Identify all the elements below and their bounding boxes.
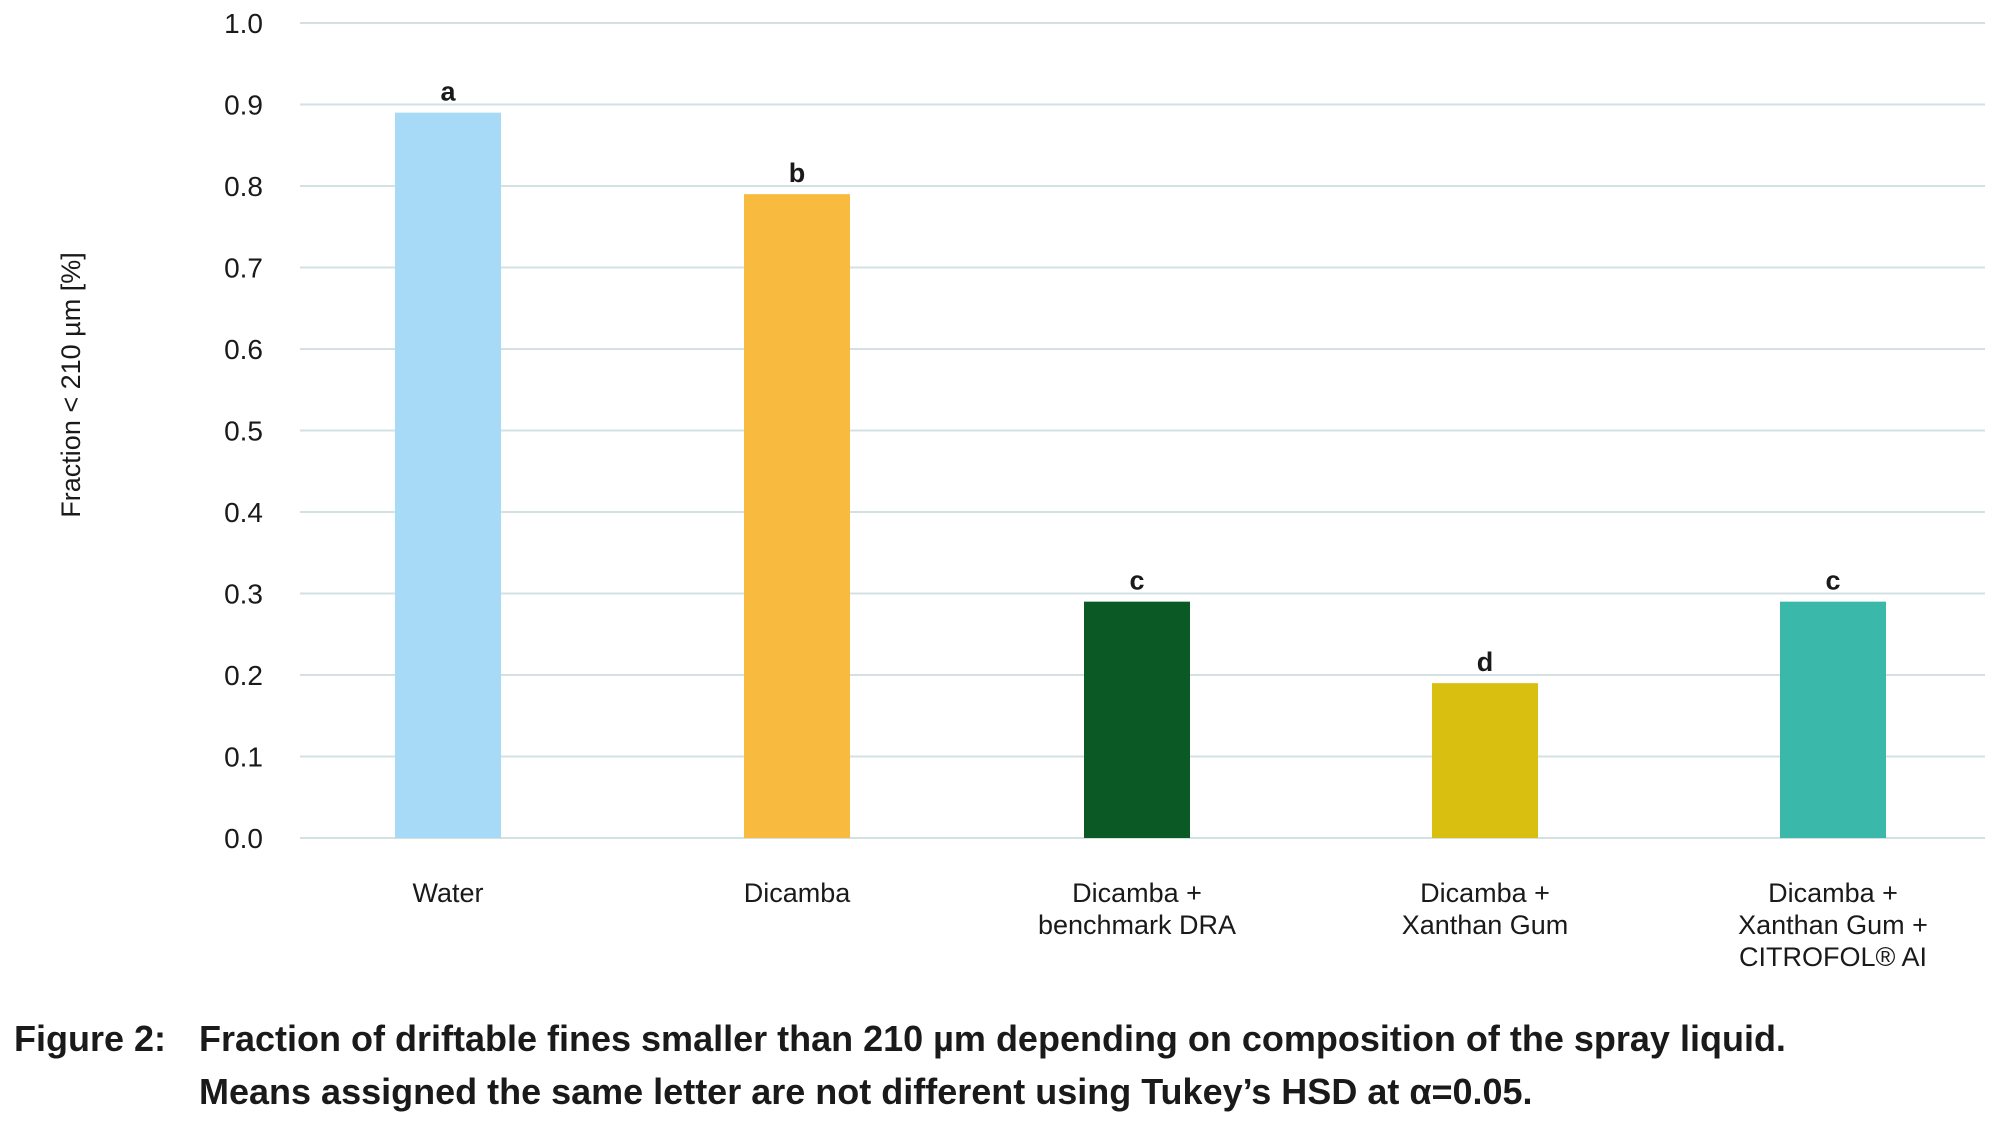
bar-data-label: d <box>1477 647 1494 677</box>
caption-line-1: Fraction of driftable fines smaller than… <box>199 1018 1786 1059</box>
y-tick-label: 0.5 <box>224 416 263 447</box>
caption-text: Fraction of driftable fines smaller than… <box>199 1012 1979 1118</box>
y-tick-label: 0.4 <box>224 497 263 528</box>
y-tick-label: 0.7 <box>224 253 263 284</box>
x-category-label-line: Xanthan Gum + <box>1738 910 1928 940</box>
x-category-label: Dicamba + Xanthan Gum + CITROFOL® AI <box>1738 878 1928 972</box>
x-category-label-line: Dicamba + <box>1420 878 1550 908</box>
bar <box>1084 601 1190 838</box>
bar <box>1780 601 1886 838</box>
y-tick-label: 0.6 <box>224 334 263 365</box>
x-category-label: Water <box>412 878 483 908</box>
x-category-label: Dicamba <box>744 878 852 908</box>
y-tick-label: 0.2 <box>224 660 263 691</box>
x-axis-categories: Water Dicamba Dicamba + benchmark DRADicamb… <box>412 878 1927 972</box>
x-category-label-line: CITROFOL® AI <box>1739 942 1927 972</box>
y-axis-ticks: 0.0 0.1 0.2 0.3 0.4 0.5 0.6 0.7 0.8 0.9 1.0 <box>224 8 263 854</box>
caption-line-2: Means assigned the same letter are not d… <box>199 1071 1533 1112</box>
x-category-label-line: Water <box>412 878 483 908</box>
x-category-label-line: Dicamba + <box>1768 878 1898 908</box>
bar <box>1432 683 1538 838</box>
x-category-label-line: Dicamba <box>744 878 852 908</box>
y-tick-label: 0.1 <box>224 742 263 773</box>
y-axis-title: Fraction < 210 µm [%] <box>56 252 86 517</box>
bars <box>395 112 1886 838</box>
bar-data-label: b <box>789 158 806 188</box>
bar <box>395 112 501 838</box>
y-tick-label: 0.8 <box>224 171 263 202</box>
x-category-label: Dicamba + benchmark DRA <box>1038 878 1236 940</box>
y-tick-label: 0.0 <box>224 823 263 854</box>
caption-label: Figure 2: <box>14 1018 167 1059</box>
bar-chart: 0.00.10.20.30.40.50.60.70.80.91.0 abcdc … <box>56 8 1985 972</box>
data-labels: a b c d c <box>440 77 1840 678</box>
bar <box>744 194 850 838</box>
bar-data-label: a <box>440 77 456 107</box>
x-category-label: Dicamba + Xanthan Gum <box>1402 878 1569 940</box>
x-category-label-line: Xanthan Gum <box>1402 910 1569 940</box>
gridlines <box>300 22 1985 839</box>
bar-data-label: c <box>1825 566 1840 596</box>
y-tick-label: 0.9 <box>224 90 263 121</box>
y-tick-label: 0.3 <box>224 579 263 610</box>
x-category-label-line: Dicamba + <box>1072 878 1202 908</box>
bar-data-label: c <box>1129 566 1144 596</box>
x-category-label-line: benchmark DRA <box>1038 910 1236 940</box>
y-tick-label: 1.0 <box>224 8 263 39</box>
